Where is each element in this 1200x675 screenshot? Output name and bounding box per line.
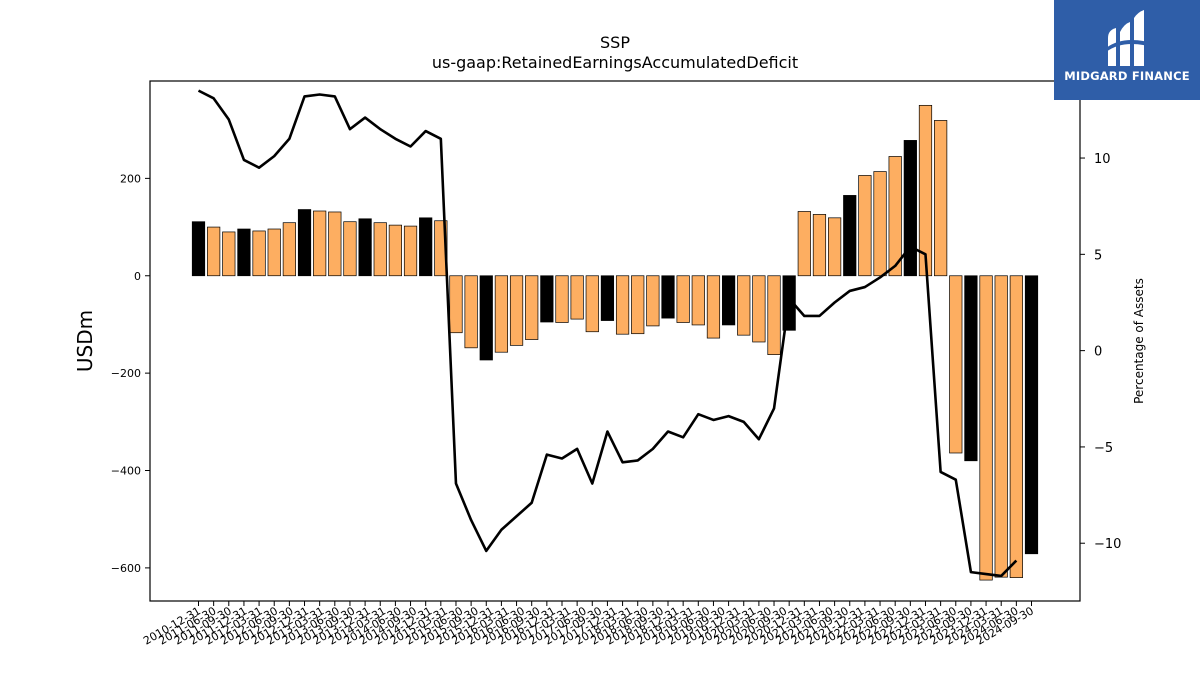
bar-2017-09-30 [600, 275, 615, 321]
bar-2017-06-30 [585, 275, 599, 333]
x-axis: 2010-12-312011-06-302011-09-302011-12-31… [141, 601, 1036, 648]
plot-frame [149, 80, 1081, 602]
y2-tick-label: 0 [1094, 345, 1102, 360]
bar-2014-03-31 [388, 224, 402, 277]
bar-2024-06-30 [1009, 275, 1023, 578]
y2-tick-label: 10 [1094, 152, 1111, 167]
bar-2023-06-30 [949, 275, 963, 454]
bar-2018-06-30 [646, 275, 660, 327]
percentage-line [197, 89, 1018, 578]
y-tick-label: −200 [111, 367, 141, 380]
bar-2022-09-30 [903, 140, 917, 277]
bar-2016-03-31 [509, 275, 524, 346]
bar-2024-09-30 [1024, 275, 1039, 555]
bar-2012-06-30 [282, 222, 296, 277]
bar-2015-03-31 [449, 275, 463, 334]
bar-2023-03-31 [934, 120, 948, 277]
y-axis-left: −600 −400 −200 0 200 [111, 172, 150, 575]
bar-2015-06-30 [464, 275, 478, 349]
y-tick-label: −400 [111, 465, 141, 478]
y2-tick-label: −5 [1094, 441, 1113, 456]
bar-2019-03-31 [691, 275, 705, 326]
bar-2020-12-31 [797, 211, 811, 277]
bar-2020-06-30 [767, 275, 781, 355]
bar-2021-06-30 [828, 217, 842, 277]
bar-2022-03-31 [873, 171, 887, 277]
bar-2018-03-31 [631, 275, 645, 335]
bar-2014-09-30 [419, 217, 433, 277]
bar-2021-09-30 [843, 195, 857, 277]
y-tick-label: −600 [111, 562, 141, 575]
bar-2016-06-30 [525, 275, 539, 340]
bar-2017-03-31 [570, 275, 584, 320]
bar-2021-12-31 [858, 175, 872, 277]
y2-tick-label: 5 [1094, 248, 1102, 263]
bar-2016-12-31 [555, 275, 569, 323]
bar-2015-12-31 [494, 275, 509, 353]
bar-2018-09-30 [661, 275, 675, 319]
brand-logo: MIDGARD FINANCE [1054, 0, 1200, 100]
bar-2023-09-30 [964, 275, 978, 462]
bar-2013-03-31 [328, 211, 342, 277]
bar-2022-12-31 [918, 104, 933, 277]
bar-2012-03-31 [267, 228, 281, 277]
bar-2020-03-31 [752, 275, 766, 343]
line-layer [197, 89, 1018, 578]
bar-2011-09-30 [237, 228, 251, 277]
chart-title: SSP [600, 33, 630, 52]
bar-2019-12-31 [737, 275, 751, 336]
bar-2013-06-30 [343, 221, 357, 277]
y-axis-right: −10 −5 0 5 10 [1080, 152, 1121, 552]
logo-mark-icon [1106, 10, 1148, 66]
y-tick-label: 0 [134, 270, 141, 283]
bar-2012-09-30 [297, 209, 312, 277]
bar-2021-03-31 [812, 214, 827, 277]
bar-2013-09-30 [358, 218, 372, 277]
bar-2013-12-31 [373, 222, 387, 277]
bar-2024-03-31 [994, 275, 1008, 578]
bar-2017-12-31 [615, 275, 630, 335]
bar-2011-12-31 [252, 230, 266, 277]
logo-text: MIDGARD FINANCE [1064, 69, 1190, 83]
bar-2012-12-31 [313, 210, 327, 277]
bar-2023-12-31 [979, 275, 993, 581]
bar-2015-09-30 [479, 275, 493, 361]
bar-2018-12-31 [676, 275, 690, 323]
y-axis-label: USDm [73, 310, 97, 372]
bar-2014-06-30 [403, 225, 418, 277]
bar-2011-03-31 [207, 226, 221, 277]
bar-2016-09-30 [540, 275, 554, 323]
bar-2022-06-30 [888, 156, 902, 277]
y-tick-label: 200 [120, 172, 141, 185]
bar-2011-06-30 [222, 231, 236, 277]
y2-tick-label: −10 [1094, 537, 1121, 552]
y2-axis-label: Percentage of Assets [1132, 278, 1146, 404]
bar-2019-09-30 [721, 275, 736, 326]
bar-2010-12-31 [191, 221, 206, 277]
bars-layer [191, 104, 1039, 581]
bar-2019-06-30 [706, 275, 721, 339]
chart-subtitle: us-gaap:RetainedEarningsAccumulatedDefic… [432, 53, 798, 72]
